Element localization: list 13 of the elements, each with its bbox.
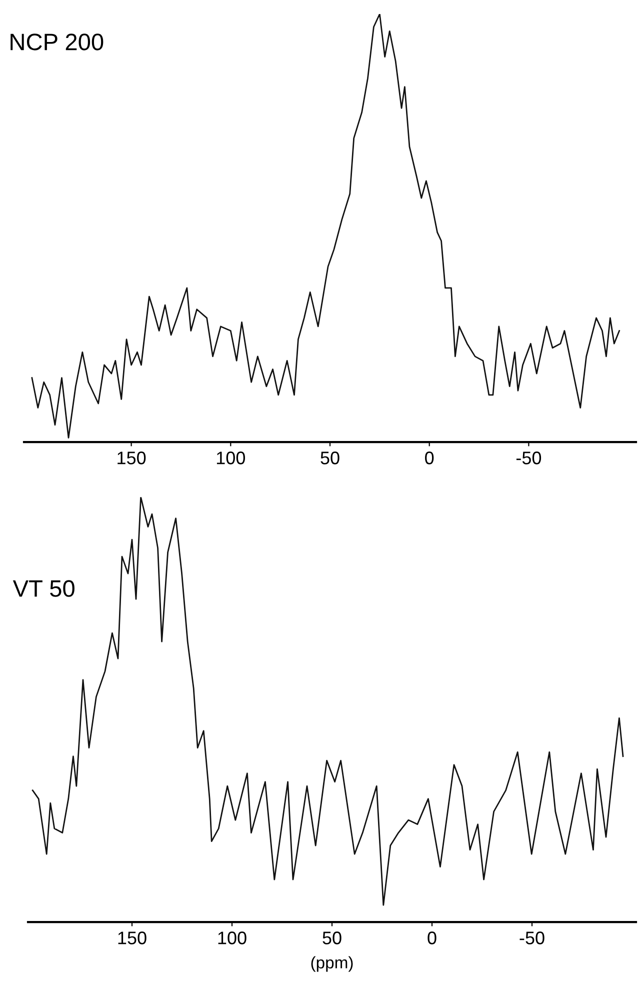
x-tick-label: -50 xyxy=(516,452,542,464)
x-axis-title: (ppm) xyxy=(311,956,353,972)
x-tick-label: 50 xyxy=(322,932,342,944)
x-tick-label: 50 xyxy=(320,452,340,464)
x-tick-label: 100 xyxy=(216,452,246,464)
x-tick-label: -50 xyxy=(520,932,544,944)
text: VT 50 xyxy=(12,580,74,597)
text: NCP 200 xyxy=(10,34,104,50)
x-tick-label: 150 xyxy=(118,452,146,464)
x-tick-label: 0 xyxy=(428,932,436,944)
x-tick-label: 100 xyxy=(218,932,246,944)
x-tick-label: 0 xyxy=(425,452,434,464)
x-tick-label: 150 xyxy=(118,932,146,944)
